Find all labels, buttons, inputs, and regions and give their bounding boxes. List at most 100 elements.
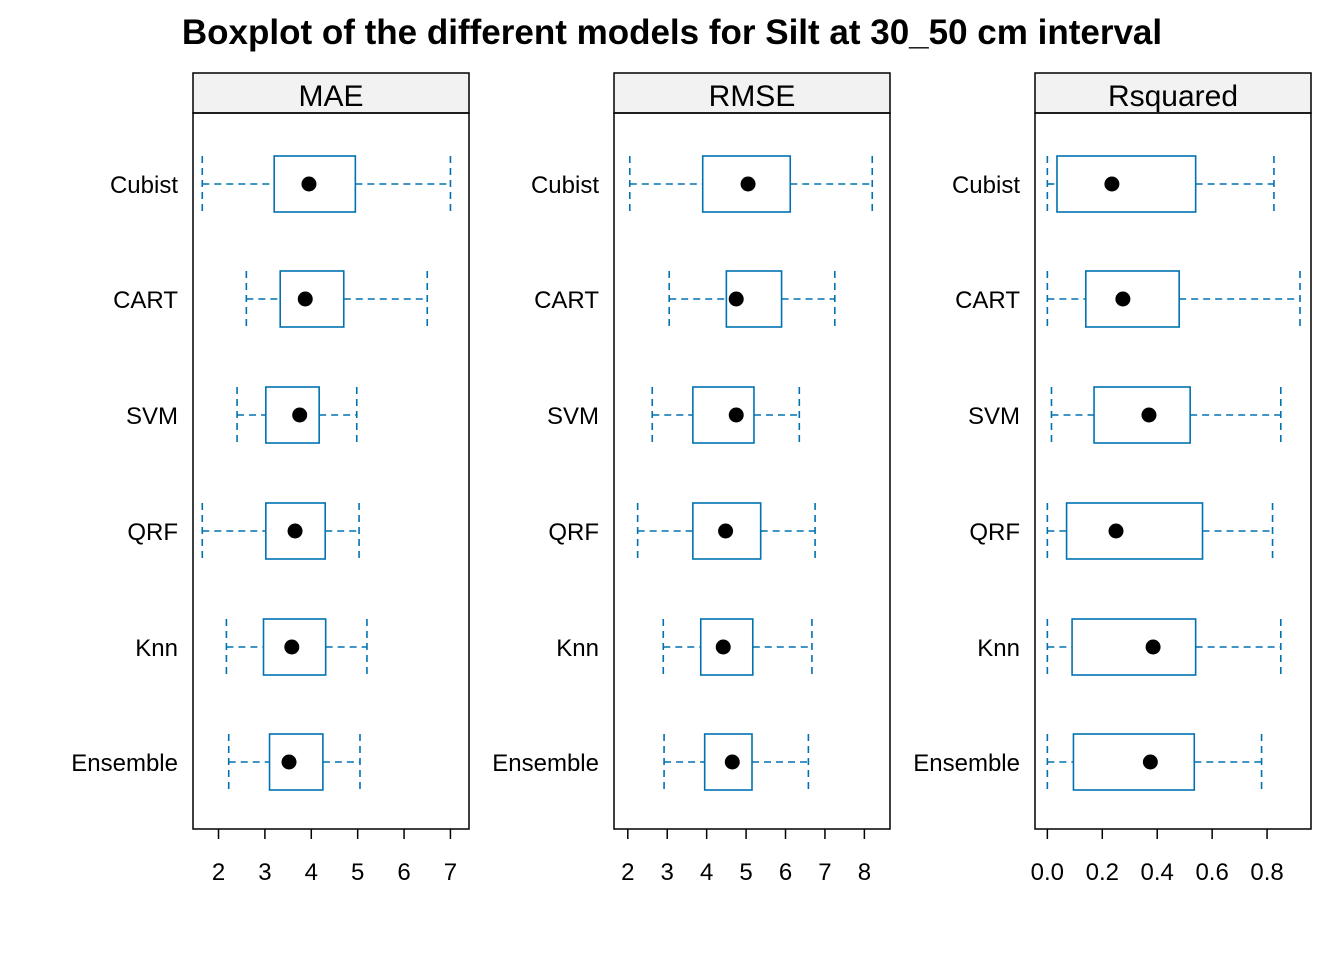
box-svm — [651, 386, 801, 444]
panel-strip-label: Rsquared — [1108, 80, 1238, 113]
median-dot — [740, 176, 756, 192]
iqr-box — [1071, 618, 1197, 676]
panel-frame — [613, 112, 891, 830]
median-dot — [297, 291, 313, 307]
category-label: CART — [113, 287, 178, 314]
iqr-box — [262, 618, 327, 676]
panel-rsquared: Rsquared Cubist CART SVM QRF Knn Ensemble 0.0 0.… — [913, 72, 1312, 886]
x-tick-label: 5 — [739, 859, 752, 886]
iqr-box — [703, 733, 753, 791]
median-dot — [1142, 754, 1158, 770]
panel-frame — [1034, 112, 1312, 830]
x-tick-label: 6 — [779, 859, 792, 886]
box-knn — [662, 618, 813, 676]
median-dot — [287, 523, 303, 539]
x-tick-label: 2 — [621, 859, 634, 886]
median-dot — [718, 523, 734, 539]
category-label: Ensemble — [71, 750, 178, 777]
category-label: Ensemble — [492, 750, 599, 777]
x-tick-label: 0.4 — [1141, 859, 1174, 886]
box-knn — [1046, 618, 1282, 676]
panel-strip — [192, 72, 470, 114]
x-tick-label: 7 — [818, 859, 831, 886]
box-svm — [1050, 386, 1282, 444]
x-tick-label: 3 — [258, 859, 271, 886]
chart-title: Boxplot of the different models for Silt… — [182, 13, 1162, 52]
category-label: Cubist — [110, 172, 178, 199]
category-label: Knn — [977, 635, 1020, 662]
iqr-box — [692, 502, 762, 560]
category-label: Cubist — [952, 172, 1020, 199]
median-dot — [292, 407, 308, 423]
iqr-box — [265, 502, 327, 560]
panel-strip-label: MAE — [298, 80, 363, 113]
median-dot — [724, 754, 740, 770]
x-tick-label: 6 — [397, 859, 410, 886]
x-tick-label: 3 — [661, 859, 674, 886]
box-qrf — [636, 502, 816, 560]
median-dot — [1115, 291, 1131, 307]
iqr-box — [1093, 386, 1191, 444]
median-dot — [1145, 639, 1161, 655]
box-cubist — [201, 155, 452, 213]
box-ensemble — [1046, 733, 1263, 791]
x-tick-label: 0.0 — [1031, 859, 1064, 886]
iqr-box — [692, 386, 755, 444]
x-tick-label: 7 — [444, 859, 457, 886]
box-ensemble — [227, 733, 361, 791]
iqr-box — [273, 155, 357, 213]
iqr-box — [1056, 155, 1197, 213]
category-label: SVM — [968, 403, 1020, 430]
median-dot — [1104, 176, 1120, 192]
category-label: CART — [955, 287, 1020, 314]
iqr-box — [265, 386, 320, 444]
x-tick-label: 0.6 — [1195, 859, 1228, 886]
x-tick-label: 5 — [351, 859, 364, 886]
x-tick-label: 4 — [700, 859, 713, 886]
median-dot — [301, 176, 317, 192]
median-dot — [284, 639, 300, 655]
category-label: Ensemble — [913, 750, 1020, 777]
panel-strip-label: RMSE — [709, 80, 796, 113]
category-label: Knn — [556, 635, 599, 662]
median-dot — [1108, 523, 1124, 539]
x-tick-label: 2 — [212, 859, 225, 886]
category-label: Cubist — [531, 172, 599, 199]
category-label: QRF — [548, 519, 599, 546]
box-knn — [225, 618, 368, 676]
box-cubist — [628, 155, 874, 213]
panel-strip — [613, 72, 891, 114]
category-label: SVM — [547, 403, 599, 430]
x-tick-label: 8 — [858, 859, 871, 886]
panel-frame — [192, 112, 470, 830]
x-tick-label: 4 — [305, 859, 318, 886]
iqr-box — [268, 733, 324, 791]
iqr-box — [725, 270, 783, 328]
category-label: CART — [534, 287, 599, 314]
median-dot — [715, 639, 731, 655]
box-ensemble — [663, 733, 810, 791]
panel-mae: MAE Cubist CART SVM QRF Knn Ensemble 2 3 4 5 6 7 — [71, 72, 470, 886]
category-label: SVM — [126, 403, 178, 430]
median-dot — [281, 754, 297, 770]
iqr-box — [1085, 270, 1180, 328]
box-cart — [245, 270, 429, 328]
panel-rmse: RMSE Cubist CART SVM QRF Knn Ensemble 2 3 4 5 6 7 8 — [492, 72, 891, 886]
box-qrf — [201, 502, 360, 560]
iqr-box — [1065, 502, 1204, 560]
box-cart — [668, 270, 836, 328]
x-tick-label: 0.2 — [1086, 859, 1119, 886]
box-cubist — [1046, 155, 1275, 213]
x-tick-label: 0.8 — [1250, 859, 1283, 886]
category-label: QRF — [969, 519, 1020, 546]
box-svm — [236, 386, 358, 444]
box-cart — [1046, 270, 1301, 328]
box-qrf — [1046, 502, 1274, 560]
iqr-box — [699, 618, 754, 676]
median-dot — [1141, 407, 1157, 423]
iqr-box — [1072, 733, 1196, 791]
iqr-box — [701, 155, 792, 213]
category-label: Knn — [135, 635, 178, 662]
